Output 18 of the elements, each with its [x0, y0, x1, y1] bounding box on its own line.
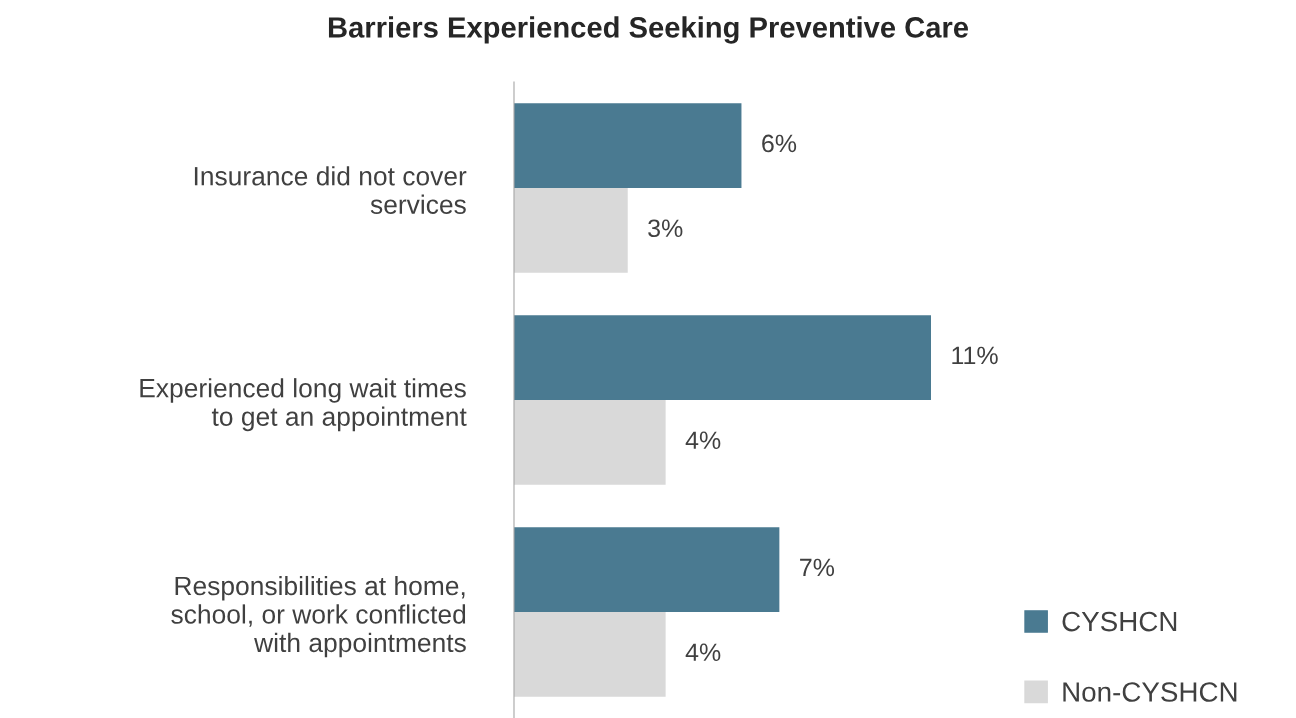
- y-tick-label: Insurance did not cover services: [194, 166, 467, 214]
- y-tick-label: Experienced long wait times to get an appointment: [140, 378, 467, 432]
- data-label: 3%: [648, 219, 683, 238]
- bar: [514, 315, 931, 400]
- bar: [514, 400, 666, 485]
- data-label: 4%: [685, 643, 721, 662]
- data-label: 6%: [762, 134, 797, 153]
- bar: [514, 188, 628, 273]
- y-tick-label: Responsibilities at home, school, or work conflicted with appointments: [171, 575, 466, 658]
- data-label: 4%: [685, 431, 721, 450]
- bar: [514, 612, 666, 697]
- legend-label: Non-CYSHCN: [1063, 682, 1237, 702]
- data-label: 11%: [952, 346, 998, 365]
- legend-label: CYSHCN: [1062, 611, 1177, 632]
- bar: [514, 103, 742, 188]
- bar: [514, 527, 780, 612]
- chart-title: Barriers Experienced Seeking Preventive Care: [328, 16, 969, 44]
- data-label: 7%: [800, 558, 835, 577]
